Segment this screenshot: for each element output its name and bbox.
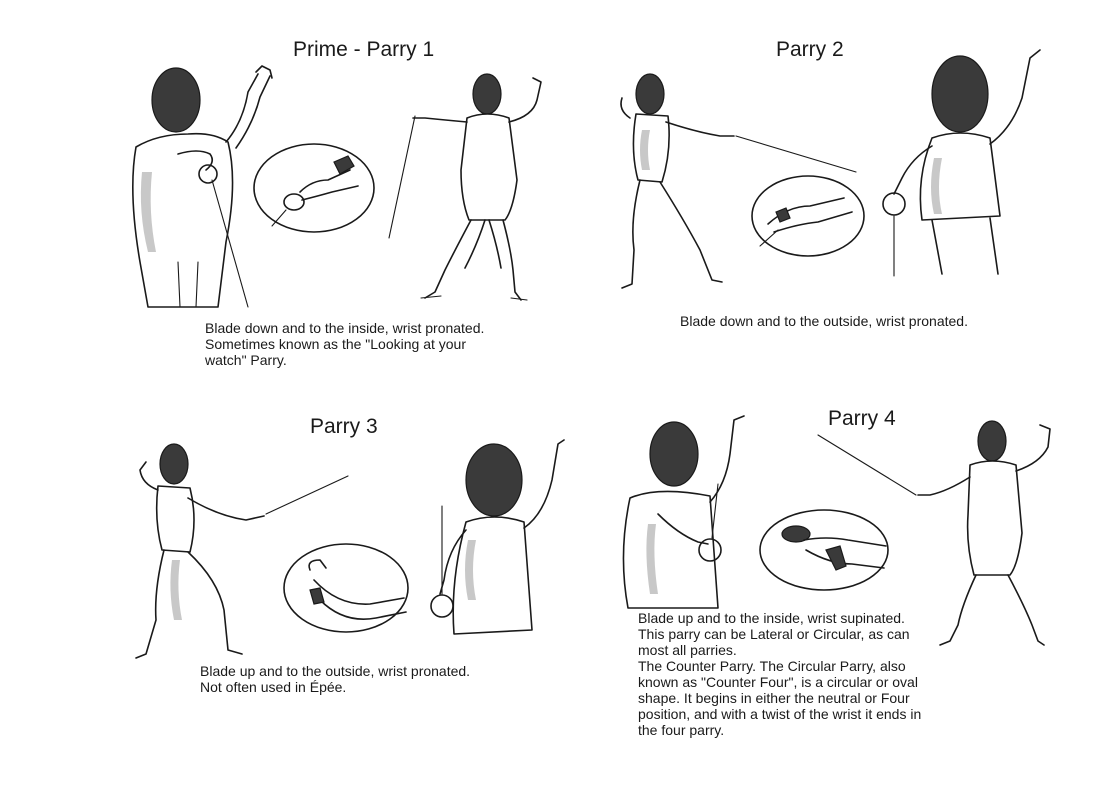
- caption-line: shape. It begins in either the neutral o…: [638, 690, 910, 706]
- hand-grip-detail-icon: [759, 509, 889, 591]
- caption-line: Blade up and to the outside, wrist prona…: [200, 663, 471, 679]
- fencer-illustration-icon: [882, 49, 1041, 277]
- caption-line: the four parry.: [638, 722, 725, 738]
- panel-title: Parry 2: [776, 38, 844, 61]
- fencer-illustration-icon: [622, 415, 745, 609]
- panel-title: Parry 3: [310, 415, 378, 438]
- panel-caption: Blade up and to the inside, wrist supina…: [638, 610, 921, 738]
- caption-line: Blade up and to the inside, wrist supina…: [638, 610, 905, 626]
- caption-line: watch" Parry.: [205, 352, 287, 368]
- caption-line: Blade down and to the outside, wrist pro…: [680, 313, 968, 329]
- caption-line: The Counter Parry. The Circular Parry, a…: [638, 658, 906, 674]
- panel-title: Prime - Parry 1: [293, 38, 435, 61]
- fencer-illustration-icon: [135, 443, 349, 659]
- fencer-illustration-icon: [430, 439, 565, 635]
- fencer-illustration-icon: [620, 73, 857, 289]
- panel-caption: Blade down and to the inside, wrist pron…: [205, 320, 484, 368]
- panel-title: Parry 4: [828, 407, 896, 430]
- caption-line: position, and with a twist of the wrist …: [638, 706, 922, 722]
- hand-grip-detail-icon: [283, 543, 409, 633]
- caption-line: Blade down and to the inside, wrist pron…: [205, 320, 485, 336]
- panel-caption: Blade up and to the outside, wrist prona…: [200, 663, 470, 695]
- caption-line: Sometimes known as the "Looking at your: [205, 336, 466, 352]
- hand-grip-detail-icon: [751, 175, 865, 257]
- fencer-illustration-icon: [132, 65, 273, 308]
- hand-grip-detail-icon: [253, 143, 375, 233]
- caption-line: most all parries.: [638, 642, 737, 658]
- caption-line: This parry can be Lateral or Circular, a…: [638, 626, 910, 642]
- caption-line: Not often used in Épée.: [200, 679, 347, 695]
- fencer-illustration-icon: [388, 73, 542, 301]
- panel-caption: Blade down and to the outside, wrist pro…: [680, 313, 968, 329]
- caption-line: known as "Counter Four", is a circular o…: [638, 674, 918, 690]
- fencer-illustration-icon: [817, 420, 1051, 646]
